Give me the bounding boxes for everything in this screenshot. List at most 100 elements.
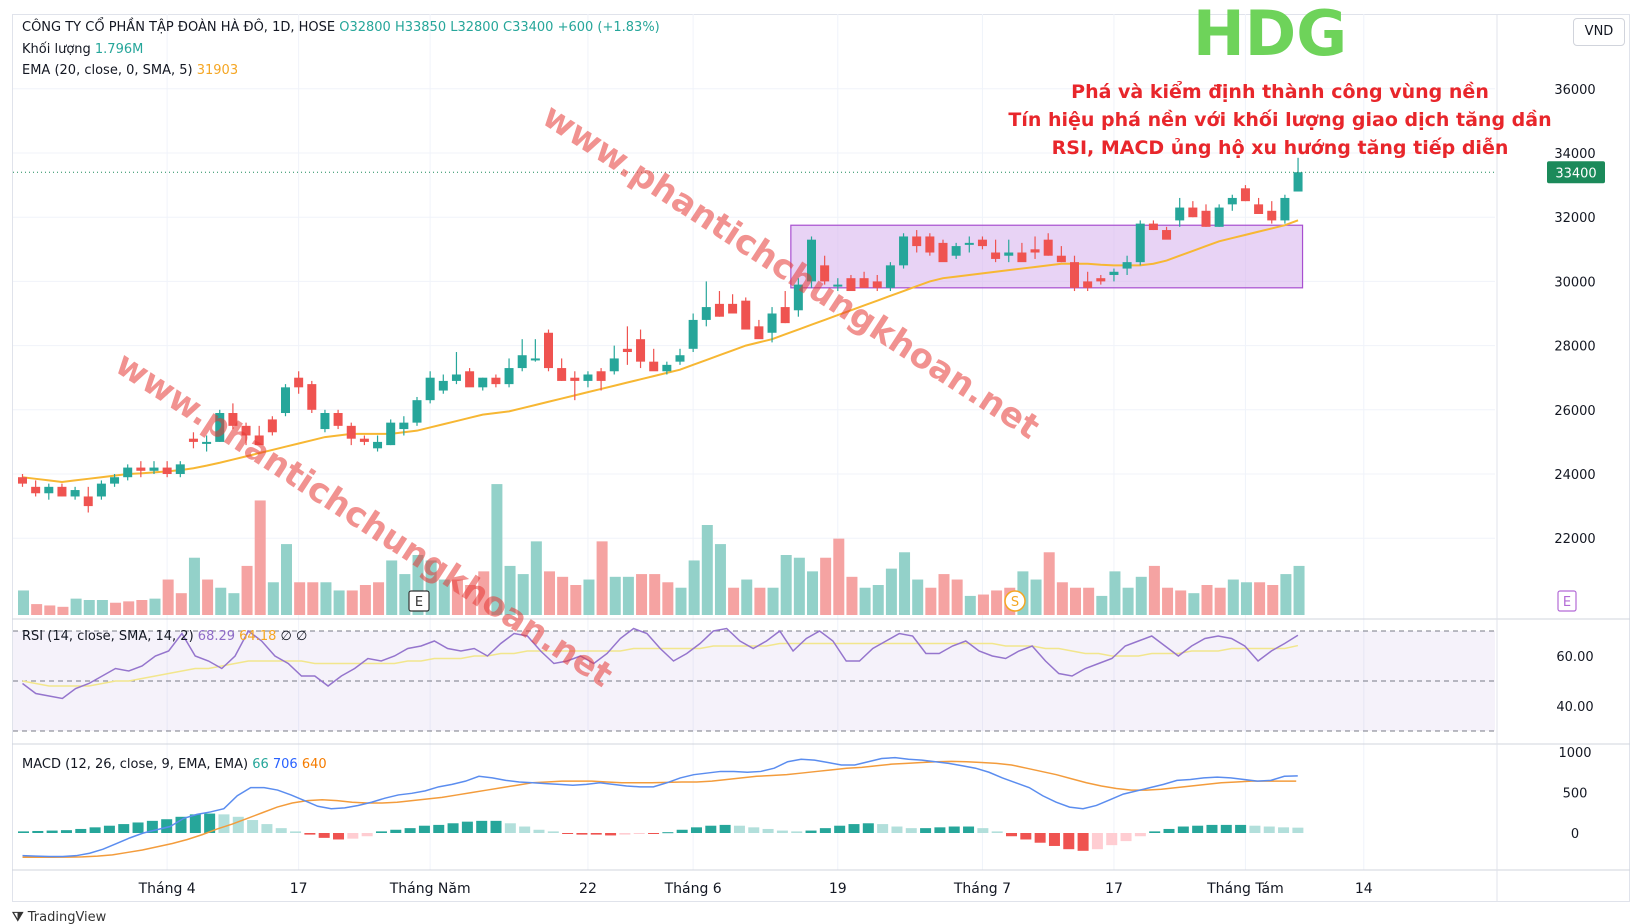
candle-body [899,236,909,266]
volume-bar [570,585,582,615]
candle [925,233,935,256]
candle [110,474,120,487]
ema-legend[interactable]: EMA (20, close, 0, SMA, 5) 31903 [22,61,238,81]
volume-bar [583,579,595,615]
volume-bar [438,579,450,615]
macd-histogram-bar [676,829,688,833]
candle [386,419,396,446]
macd-histogram-bar [733,825,745,833]
candle [899,233,909,269]
macd-histogram-bar [948,826,960,833]
macd-histogram-bar [991,831,1003,833]
candle-body [1096,278,1106,282]
currency-button[interactable]: VND [1573,18,1625,46]
ema-label: EMA (20, close, 0, SMA, 5) [22,63,193,78]
macd-histogram-bar [934,827,946,833]
candle-body [1227,197,1237,205]
volume-bar [636,574,648,615]
volume-bar [136,600,148,615]
volume-bar [991,590,1003,615]
candle-body [820,265,830,282]
chart-frame [12,14,1630,902]
rsi-value: 68.29 [197,629,236,644]
volume-layer [18,484,1305,615]
candle [70,486,80,500]
macd-histogram-bar [175,816,187,833]
macd-histogram-bar [361,833,373,837]
volume-bar [517,574,529,615]
volume-bar [1201,585,1213,615]
rsi-extra: ∅ ∅ [280,629,308,644]
candle-body [793,284,803,311]
candle [701,281,711,327]
macd-histogram-bar [547,831,559,833]
candle [465,368,475,388]
candle [136,461,146,478]
note-line: Phá và kiểm định thành công vùng nền [1071,81,1489,103]
macd-histogram-bar [791,831,803,833]
candle-body [728,303,738,314]
rsi-legend[interactable]: RSI (14, close, SMA, 14, 2) 68.29 64.18 … [22,627,307,647]
macd-histogram-bar [447,823,459,833]
volume-bar [925,587,937,615]
candle-body [1293,172,1303,192]
volume-legend[interactable]: Khối lượng 1.796M [22,40,143,60]
macd-histogram-bar [862,823,874,833]
volume-bar [57,606,69,615]
tradingview-logo[interactable]: ⧩ TradingView [12,910,106,924]
volume-bar [1083,587,1095,615]
candle [307,380,317,414]
macd-histogram-bar [1091,833,1103,850]
macd-histogram-bar [75,828,87,833]
macd-histogram-bar [347,833,359,839]
candle-body [1122,262,1132,269]
macd-histogram-bar [461,821,473,833]
volume-bar [1214,587,1226,615]
candle [123,464,133,481]
time-axis-label: Tháng 7 [953,881,1011,897]
volume-bar [425,560,437,615]
split-marker-circle [1004,590,1026,612]
last-price-label: 33400 [1555,166,1596,181]
time-axis-label: Tháng Năm [389,881,471,897]
ema-line [22,219,1299,484]
macd-histogram-bar [834,825,846,833]
candle-body [1056,255,1066,263]
volume-bar [83,600,95,615]
open-value: O32800 [339,20,391,35]
split-marker: S [1004,590,1026,612]
candle [1148,220,1158,231]
candle-body [149,467,159,471]
price-axis-label: 36000 [1554,83,1595,98]
volume-bar [728,587,740,615]
candle-body [320,413,330,430]
candle [1017,242,1027,263]
volume-bar [149,598,161,615]
candle [1267,201,1277,224]
candle-body [136,467,146,471]
volume-bar [741,579,753,615]
candle [1188,201,1198,218]
candle-body [70,490,80,497]
candle-body [780,307,790,324]
macd-histogram-bar [662,832,674,834]
candle [544,329,553,372]
candle [399,416,409,436]
volume-bar [1162,587,1174,615]
close-value: C33400 [503,20,554,35]
time-axis-label: 22 [579,881,597,897]
time-axis-label: Tháng 4 [138,881,196,897]
price-axis-label: 32000 [1554,211,1595,226]
volume-bar [294,582,306,615]
candle [1214,204,1224,227]
volume-bar [96,600,108,615]
candle-body [491,377,501,385]
candle [754,319,764,340]
macd-histogram-bar [60,830,72,833]
macd-legend[interactable]: MACD (12, 26, close, 9, EMA, EMA) 66 706… [22,755,327,775]
volume-bar [1070,587,1081,615]
note-line: Tín hiệu phá nền với khối lượng giao dịc… [1008,109,1552,131]
volume-label: Khối lượng [22,42,91,57]
volume-bar [1122,587,1134,615]
